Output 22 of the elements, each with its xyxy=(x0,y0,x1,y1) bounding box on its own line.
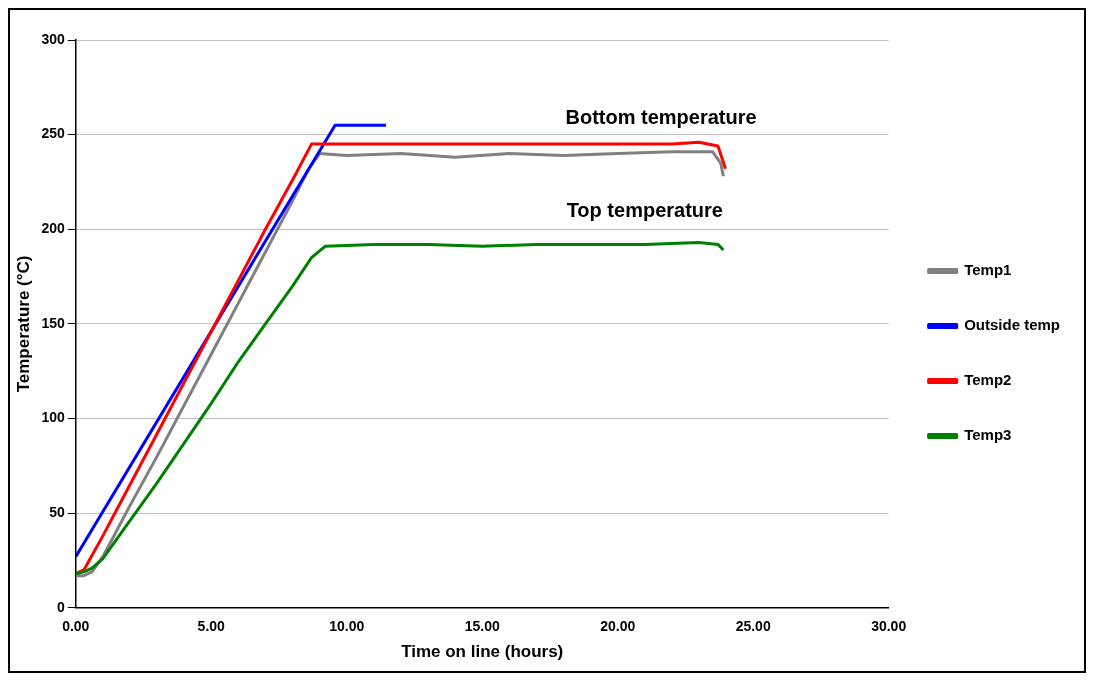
x-tick-label: 0.00 xyxy=(62,618,90,635)
annotation: Bottom temperature xyxy=(565,105,757,128)
y-axis-title: Temperature (°C) xyxy=(13,255,33,393)
legend-label: Temp1 xyxy=(964,261,1012,279)
x-tick-label: 10.00 xyxy=(329,618,365,635)
legend-label: Outside temp xyxy=(964,316,1061,334)
y-tick-label: 100 xyxy=(41,409,65,426)
x-tick-label: 15.00 xyxy=(464,618,500,635)
x-tick-label: 20.00 xyxy=(600,618,636,635)
y-tick-label: 0 xyxy=(56,598,65,615)
y-tick-label: 150 xyxy=(41,314,65,331)
x-axis-title: Time on line (hours) xyxy=(401,642,564,662)
y-tick-label: 200 xyxy=(41,220,65,237)
y-tick-label: 250 xyxy=(41,125,65,142)
legend-label: Temp2 xyxy=(964,371,1012,389)
legend-label: Temp3 xyxy=(964,426,1012,444)
y-tick-label: 300 xyxy=(41,30,65,47)
annotation: Top temperature xyxy=(566,199,723,222)
y-tick-label: 50 xyxy=(49,504,65,521)
x-tick-label: 25.00 xyxy=(735,618,771,635)
x-tick-label: 5.00 xyxy=(197,618,226,635)
x-tick-label: 30.00 xyxy=(871,618,907,635)
